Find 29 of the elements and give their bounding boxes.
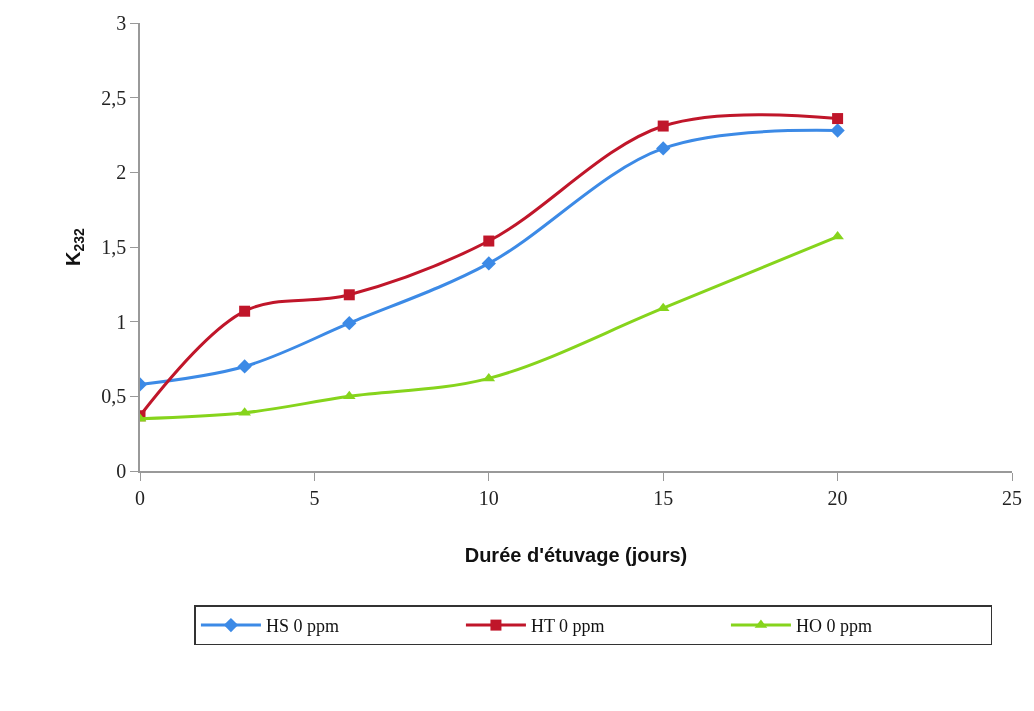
point [342,316,357,331]
legend-label: HT 0 ppm [530,616,605,637]
point [237,359,252,374]
point [656,141,671,156]
point [483,235,495,247]
x-tick-label: 10 [478,486,499,509]
y-tick-label: 2,5 [101,86,127,109]
point [343,289,355,301]
legend-label: HO 0 ppm [795,616,872,637]
point [832,113,844,125]
point [482,372,496,382]
y-tick-label: 2 [116,161,127,184]
point [830,123,845,138]
y-tick-label: 1,5 [101,236,127,258]
point [239,305,251,317]
x-tick-label: 0 [135,486,145,509]
y-tick-label: 0,5 [101,385,127,408]
x-tick-label: 5 [309,486,320,509]
y-tick-label: 0 [116,460,127,482]
legend-label: HS 0 ppm [265,616,339,637]
x-tick-label: 15 [653,486,674,509]
y-tick-label: 1 [116,310,127,333]
x-axis-title: Durée d'étuvage (jours) [464,543,688,566]
x-tick-label: 25 [1002,486,1022,509]
point [342,390,356,400]
x-tick-label: 20 [827,486,848,509]
y-tick-label: 3 [116,12,127,34]
point [657,120,669,132]
point [481,256,496,271]
